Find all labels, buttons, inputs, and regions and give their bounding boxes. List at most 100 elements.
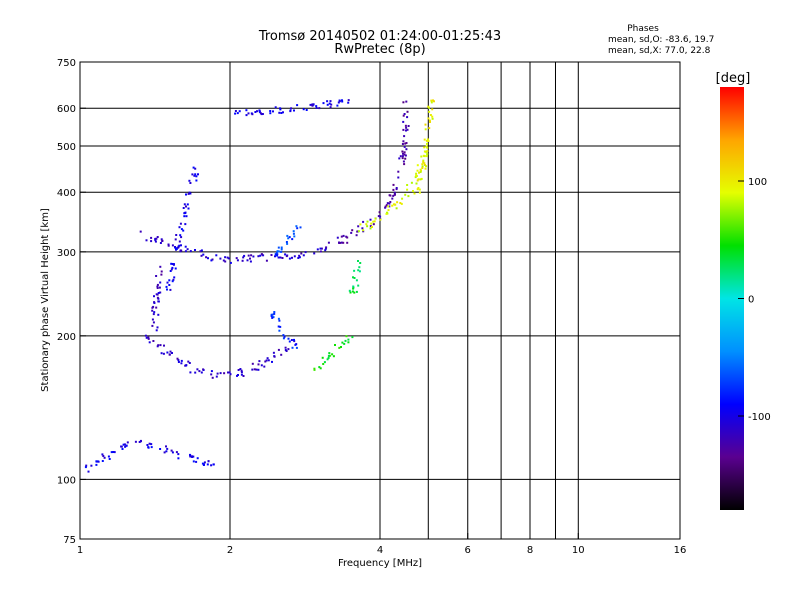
- echo-point: [265, 359, 268, 362]
- echo-point: [283, 335, 286, 338]
- echo-point: [305, 109, 308, 111]
- echo-point: [421, 167, 424, 169]
- echo-point: [160, 352, 163, 355]
- echo-point: [315, 105, 318, 108]
- echo-point: [153, 295, 155, 298]
- echo-point: [219, 372, 222, 375]
- echo-point: [251, 368, 254, 371]
- echo-point: [211, 376, 214, 379]
- x-tick-label: 4: [377, 545, 383, 556]
- echo-point: [251, 362, 254, 365]
- echo-point: [271, 313, 274, 316]
- echo-point: [147, 337, 150, 340]
- y-tick-label: 100: [57, 475, 76, 486]
- echo-point: [402, 140, 405, 143]
- echo-point: [272, 351, 275, 354]
- echo-point: [175, 234, 178, 236]
- echo-point: [327, 356, 330, 359]
- y-tick-label: 75: [63, 535, 76, 546]
- echo-point: [357, 230, 360, 233]
- echo-point: [401, 143, 404, 145]
- echo-point: [284, 349, 287, 351]
- echo-point: [290, 107, 293, 110]
- echo-point: [159, 281, 162, 284]
- y-tick-label: 400: [57, 188, 76, 199]
- echo-point: [189, 371, 192, 374]
- echo-point: [355, 234, 358, 237]
- echo-point: [291, 346, 294, 349]
- y-tick-label: 300: [57, 248, 76, 259]
- echo-point: [358, 266, 361, 269]
- y-tick-label: 500: [57, 142, 76, 153]
- echo-point: [429, 114, 432, 116]
- echo-point: [424, 167, 427, 170]
- echo-point: [177, 457, 180, 460]
- echo-point: [347, 338, 350, 341]
- echo-point: [254, 111, 257, 113]
- echo-point: [418, 191, 421, 194]
- echo-point: [272, 316, 275, 319]
- echo-point: [292, 230, 295, 233]
- echo-point: [169, 288, 172, 291]
- echo-point: [428, 127, 431, 130]
- echo-point: [419, 168, 422, 171]
- echo-point: [241, 259, 244, 262]
- echo-point: [155, 329, 158, 332]
- echo-point: [192, 166, 195, 169]
- echo-point: [156, 345, 159, 348]
- echo-point: [157, 300, 160, 303]
- echo-point: [159, 448, 162, 450]
- echo-point: [258, 111, 261, 114]
- echo-point: [168, 353, 171, 356]
- echo-point: [262, 254, 265, 257]
- echo-point: [341, 100, 344, 103]
- echo-point: [224, 256, 227, 259]
- echo-point: [192, 455, 195, 458]
- echo-point: [180, 362, 183, 365]
- echo-point: [402, 152, 404, 155]
- echo-point: [154, 239, 157, 242]
- echo-point: [357, 269, 360, 272]
- echo-point: [242, 256, 245, 259]
- echo-point: [426, 153, 429, 156]
- echo-point: [403, 153, 406, 156]
- echo-point: [120, 445, 123, 448]
- phases-heading: Phases: [627, 24, 659, 34]
- echo-point: [353, 277, 356, 279]
- echo-point: [259, 254, 262, 257]
- echo-point: [325, 246, 328, 249]
- echo-point: [167, 243, 170, 246]
- echo-point: [365, 223, 368, 226]
- echo-point: [95, 463, 98, 466]
- echo-point: [369, 225, 372, 228]
- echo-point: [338, 346, 341, 349]
- echo-point: [155, 306, 158, 309]
- echo-point: [240, 369, 243, 372]
- echo-point: [372, 223, 375, 226]
- echo-point: [170, 262, 173, 265]
- echo-point: [324, 249, 327, 252]
- echo-point: [168, 284, 171, 286]
- echo-point: [404, 157, 407, 160]
- echo-point: [156, 287, 159, 289]
- echo-point: [357, 284, 360, 287]
- echo-point: [121, 448, 124, 450]
- echo-point: [165, 285, 168, 288]
- echo-point: [406, 128, 409, 131]
- echo-point: [234, 110, 237, 112]
- echo-point: [289, 110, 292, 113]
- echo-point: [184, 212, 187, 214]
- echo-point: [159, 242, 162, 244]
- echo-point: [311, 103, 314, 106]
- echo-point: [125, 444, 128, 447]
- echo-point: [170, 449, 173, 452]
- echo-point: [189, 250, 192, 253]
- echo-point: [276, 250, 279, 253]
- echo-point: [329, 106, 332, 109]
- echo-point: [424, 150, 427, 153]
- echo-point: [321, 356, 324, 359]
- echo-point: [287, 348, 290, 351]
- echo-point: [150, 446, 153, 449]
- echo-point: [291, 238, 294, 241]
- echo-point: [398, 157, 401, 160]
